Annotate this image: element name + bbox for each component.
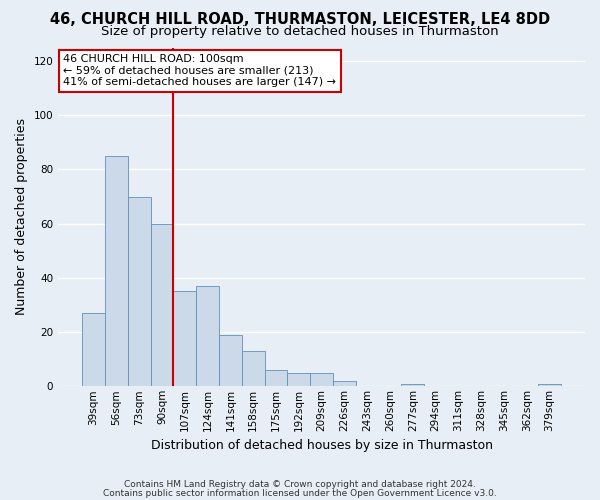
Bar — [538, 384, 561, 386]
Bar — [287, 372, 310, 386]
Bar — [310, 372, 333, 386]
Y-axis label: Number of detached properties: Number of detached properties — [15, 118, 28, 316]
X-axis label: Distribution of detached houses by size in Thurmaston: Distribution of detached houses by size … — [151, 440, 493, 452]
Bar — [151, 224, 173, 386]
Bar — [401, 384, 424, 386]
Bar — [82, 313, 105, 386]
Text: Size of property relative to detached houses in Thurmaston: Size of property relative to detached ho… — [101, 25, 499, 38]
Text: 46, CHURCH HILL ROAD, THURMASTON, LEICESTER, LE4 8DD: 46, CHURCH HILL ROAD, THURMASTON, LEICES… — [50, 12, 550, 28]
Text: Contains HM Land Registry data © Crown copyright and database right 2024.: Contains HM Land Registry data © Crown c… — [124, 480, 476, 489]
Bar — [265, 370, 287, 386]
Bar — [242, 351, 265, 386]
Bar — [333, 381, 356, 386]
Text: Contains public sector information licensed under the Open Government Licence v3: Contains public sector information licen… — [103, 488, 497, 498]
Bar — [173, 292, 196, 386]
Text: 46 CHURCH HILL ROAD: 100sqm
← 59% of detached houses are smaller (213)
41% of se: 46 CHURCH HILL ROAD: 100sqm ← 59% of det… — [64, 54, 337, 88]
Bar — [128, 196, 151, 386]
Bar — [105, 156, 128, 386]
Bar — [196, 286, 219, 386]
Bar — [219, 335, 242, 386]
